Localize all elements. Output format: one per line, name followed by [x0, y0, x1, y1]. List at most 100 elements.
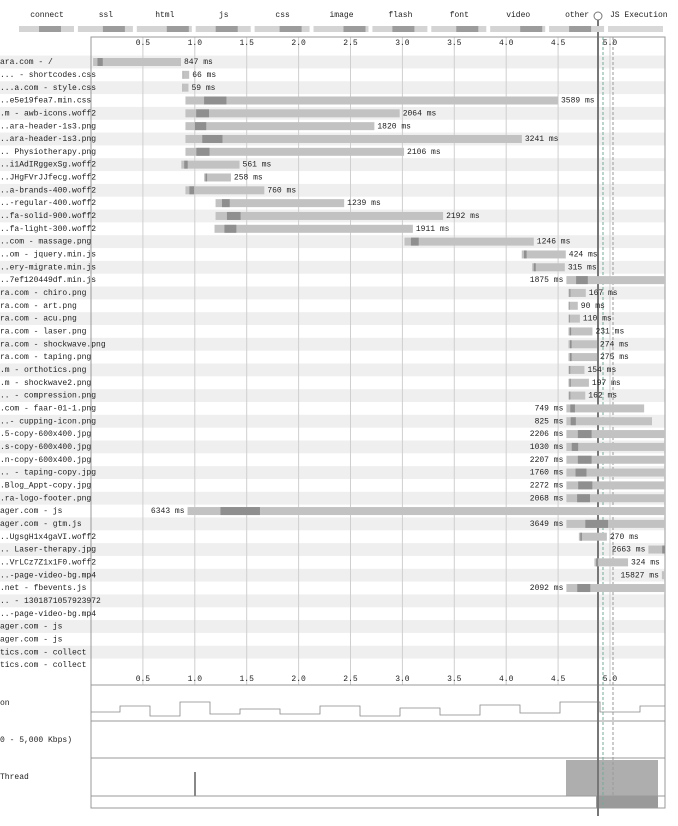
request-bar-download [662, 545, 665, 554]
request-bar-download [569, 327, 572, 336]
request-bar-download [410, 237, 419, 246]
request-bar-download [569, 340, 572, 349]
request-name: .Blog_Appt-copy.jpg [0, 481, 91, 490]
request-name: ra.com - art.png [0, 302, 77, 311]
duration-label: 2064 ms [403, 109, 437, 118]
duration-label: 561 ms [243, 161, 272, 170]
request-name: .m - awb-icons.woff2 [0, 109, 96, 118]
request-bar-download [570, 417, 576, 426]
x-tick-label: 1.5 [239, 675, 254, 684]
duration-label: 1911 ms [416, 225, 450, 234]
request-bar [185, 109, 400, 118]
request-bar [185, 186, 265, 195]
row-stripe [0, 645, 665, 659]
request-name: ..-regular-400.woff2 [0, 199, 96, 208]
x-tick-label: 3.5 [447, 39, 462, 48]
request-name: ..-page-video-bg.mp4 [0, 571, 96, 580]
duration-label: 2272 ms [530, 481, 564, 490]
request-name: ..e5e19fea7.min.css [0, 97, 91, 106]
row-stripe [0, 440, 665, 454]
request-bar [566, 468, 665, 477]
request-name: ..VrLCz7Z1x1F0.woff2 [0, 558, 96, 567]
x-tick-label: 5.0 [603, 675, 618, 684]
panel-frame [90, 684, 666, 809]
request-name: ara.com - / [0, 58, 53, 67]
row-stripe [0, 543, 665, 556]
duration-label: 2192 ms [446, 212, 480, 221]
request-bar [568, 391, 586, 400]
request-name: ..fa-solid-900.woff2 [0, 212, 96, 221]
request-bar-download [570, 404, 575, 413]
request-name: .. Physiotherapy.png [0, 148, 96, 157]
request-bar-download [569, 365, 571, 374]
x-tick-label: 1.0 [188, 39, 203, 48]
duration-label: 2068 ms [530, 494, 564, 503]
request-bar [521, 250, 566, 259]
request-bar [661, 571, 665, 580]
duration-label: 162 ms [588, 392, 617, 401]
x-tick-label: 5.0 [603, 39, 618, 48]
x-tick-label: 0.5 [136, 39, 151, 48]
duration-label: 258 ms [234, 174, 263, 183]
request-bar [532, 263, 565, 272]
duration-label: 324 ms [631, 558, 660, 567]
request-bar [568, 288, 586, 297]
request-name: ..JHgFVrJJfecg.woff2 [0, 174, 96, 183]
main-thread-activity [194, 772, 196, 796]
request-name: ra.com - chiro.png [0, 289, 87, 298]
request-name: .s-copy-600x400.jpg [0, 443, 91, 452]
x-tick-label: 1.0 [188, 675, 203, 684]
x-tick-label: 4.0 [499, 675, 514, 684]
duration-label: 2663 ms [612, 546, 646, 555]
x-tick-label: 4.5 [551, 39, 566, 48]
request-bar [185, 134, 522, 143]
request-bar-download [533, 263, 536, 272]
request-bar-download [577, 455, 592, 464]
row-stripe [0, 363, 665, 377]
request-bar [204, 173, 231, 182]
request-name: .. - compression.png [0, 392, 96, 401]
legend-label: JS Execution [610, 11, 668, 20]
request-bar-download [576, 276, 588, 285]
request-name: ..com - massage.png [0, 238, 91, 247]
legend-label: image [329, 11, 353, 20]
duration-label: 270 ms [610, 533, 639, 542]
x-tick-label: 2.5 [343, 675, 358, 684]
request-bar [568, 327, 593, 336]
legend-label: other [565, 11, 589, 20]
request-bar-download [523, 250, 527, 259]
duration-label: 90 ms [581, 302, 605, 311]
request-bar-download [569, 391, 571, 400]
request-bar-download [568, 301, 570, 310]
request-bar-download [571, 442, 579, 451]
request-bar [182, 70, 190, 79]
request-bar-download [596, 558, 599, 567]
request-bar-download [189, 186, 195, 195]
request-name: ..a-brands-400.woff2 [0, 186, 96, 195]
request-bar [566, 519, 665, 528]
request-bar [215, 211, 444, 220]
legend-swatch [136, 26, 192, 32]
duration-label: 66 ms [192, 71, 216, 80]
row-stripe [0, 158, 665, 172]
duration-label: 2106 ms [407, 148, 441, 157]
duration-label: 1246 ms [537, 238, 571, 247]
plot: ara.com - / ... - shortcodes.css ...a.com … [0, 39, 665, 782]
request-name: ..ara-header-1s3.png [0, 135, 96, 144]
request-name: tics.com - collect [0, 648, 86, 657]
x-tick-label: 1.5 [239, 39, 254, 48]
request-bar [566, 481, 665, 490]
request-name: ra.com - laser.png [0, 328, 87, 337]
x-tick-label: 2.0 [291, 675, 306, 684]
request-bar-download [577, 430, 592, 439]
duration-label: 197 ms [592, 379, 621, 388]
request-bar [214, 224, 413, 233]
panel-label: Thread [0, 773, 29, 782]
duration-label: 3241 ms [525, 135, 559, 144]
request-name: .m - shockwave2.png [0, 379, 91, 388]
duration-label: 315 ms [568, 263, 597, 272]
request-bar-download [226, 211, 241, 220]
request-bar [566, 442, 665, 451]
request-bar [185, 96, 558, 105]
